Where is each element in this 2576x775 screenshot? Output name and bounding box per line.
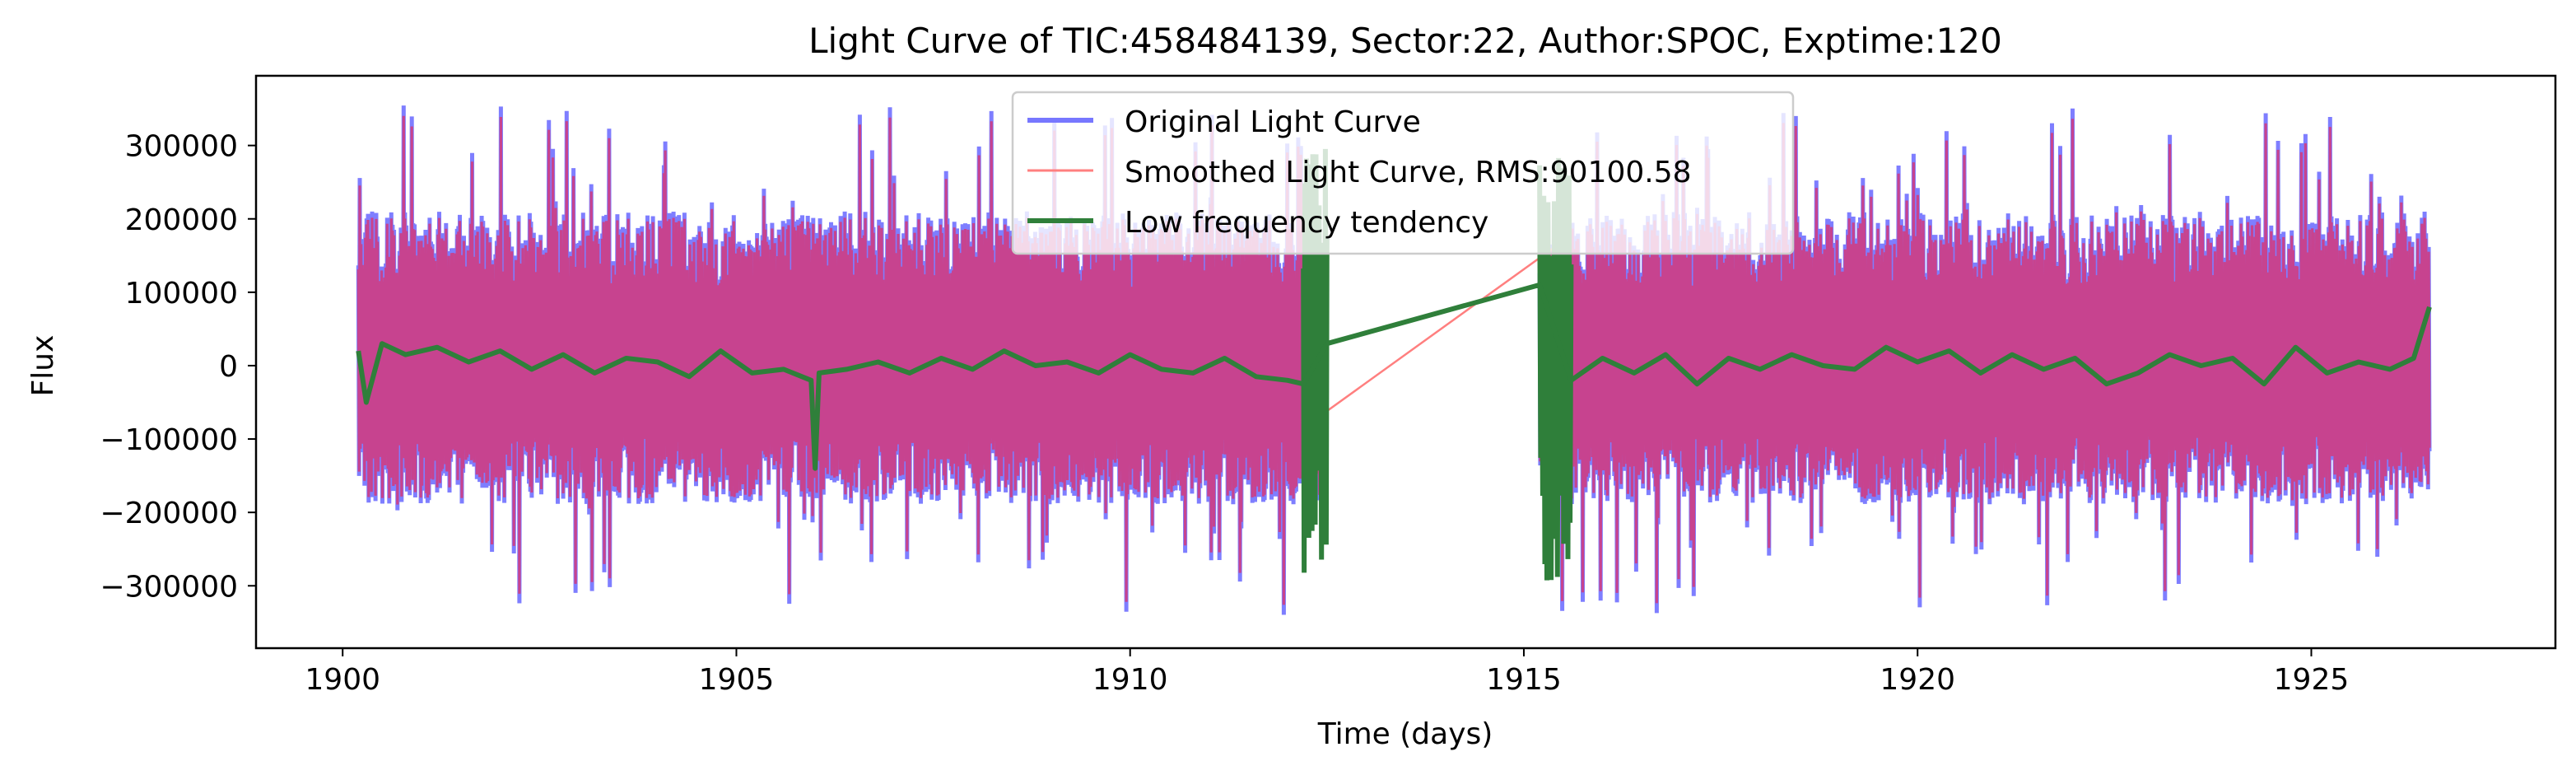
legend-label-smoothed: Smoothed Light Curve, RMS:90100.58 <box>1125 156 1692 189</box>
y-tick-label-4: 100000 <box>125 277 238 310</box>
y-tick-label-0: −300000 <box>100 570 238 604</box>
trend-edge-spikes-1 <box>1301 148 1330 573</box>
x-axis: 1900 1905 1910 1915 1920 1925 <box>305 648 2349 697</box>
legend-label-trend: Low frequency tendency <box>1125 206 1488 240</box>
trend-edge-spikes-2 <box>1537 157 1574 581</box>
y-tick-label-5: 200000 <box>125 203 238 237</box>
y-tick-label-6: 300000 <box>125 130 238 164</box>
x-tick-label-1920: 1920 <box>1880 663 1955 697</box>
plot-frame <box>254 74 2557 650</box>
smoothed-light-curve-gap-line <box>1302 240 1564 429</box>
legend-box <box>1011 91 1795 255</box>
x-tick-label-1915: 1915 <box>1486 663 1562 697</box>
y-tick-label-2: −100000 <box>100 423 238 457</box>
y-axis-label: Flux <box>26 335 60 397</box>
y-tick-label-1: −200000 <box>100 497 238 530</box>
x-tick-label-1925: 1925 <box>2274 663 2350 697</box>
low-frequency-tendency-line <box>356 282 2432 471</box>
y-axis: −300000 −200000 −100000 0 100000 200000 300000 <box>100 130 256 604</box>
x-tick-label-1910: 1910 <box>1092 663 1168 697</box>
legend: Original Light Curve Smoothed Light Curv… <box>1011 91 1795 255</box>
y-tick-label-3: 0 <box>219 350 238 384</box>
x-axis-label: Time (days) <box>1317 717 1493 751</box>
x-tick-label-1905: 1905 <box>699 663 775 697</box>
plot-area <box>356 105 2432 615</box>
x-tick-label-1900: 1900 <box>305 663 380 697</box>
chart-title: Light Curve of TIC:458484139, Sector:22,… <box>808 21 2002 61</box>
series-group <box>356 105 2432 615</box>
smoothed-light-curve-line-1 <box>356 115 1329 605</box>
legend-label-original: Original Light Curve <box>1125 105 1421 139</box>
